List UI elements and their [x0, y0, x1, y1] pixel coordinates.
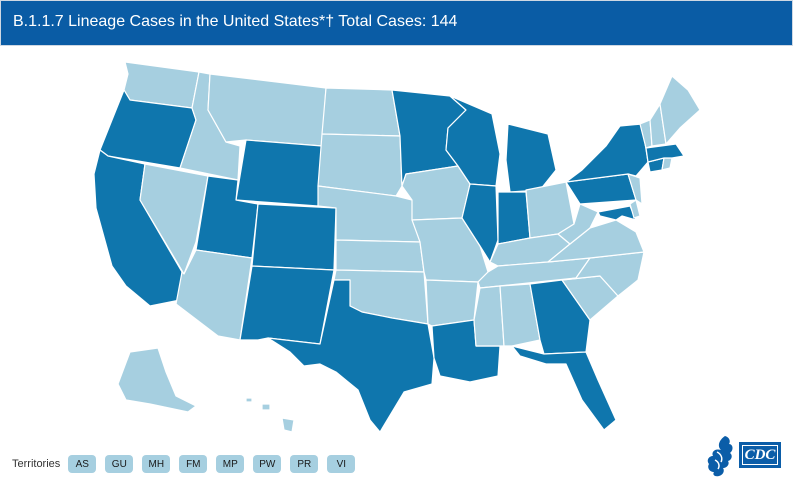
state-mi[interactable] — [505, 123, 557, 193]
territory-button-pw[interactable]: PW — [253, 455, 282, 473]
state-nd[interactable] — [321, 87, 401, 137]
map-header: B.1.1.7 Lineage Cases in the United Stat… — [0, 0, 793, 46]
state-ny[interactable] — [565, 123, 649, 183]
state-md[interactable] — [597, 205, 637, 221]
state-me[interactable] — [659, 75, 701, 145]
state-co[interactable] — [251, 203, 337, 271]
us-map — [93, 61, 701, 433]
state-in[interactable] — [497, 191, 531, 245]
territory-button-gu[interactable]: GU — [105, 455, 134, 473]
territory-button-mp[interactable]: MP — [216, 455, 245, 473]
state-az[interactable] — [175, 249, 253, 341]
territories-bar: Territories AS GU MH FM MP PW PR VI — [12, 454, 364, 474]
state-wi[interactable] — [445, 95, 501, 187]
cdc-logo: CDC — [703, 434, 783, 478]
state-ks[interactable] — [335, 239, 425, 273]
map-title: B.1.1.7 Lineage Cases in the United Stat… — [13, 13, 458, 30]
territory-button-as[interactable]: AS — [68, 455, 97, 473]
territory-button-fm[interactable]: FM — [179, 455, 208, 473]
territory-button-pr[interactable]: PR — [290, 455, 319, 473]
cdc-text: CDC — [744, 447, 776, 463]
state-mt[interactable] — [207, 73, 327, 147]
state-ma[interactable] — [645, 143, 685, 163]
state-tx[interactable] — [267, 279, 435, 433]
state-wy[interactable] — [235, 139, 323, 207]
state-sd[interactable] — [317, 133, 403, 197]
state-ia[interactable] — [401, 165, 471, 221]
territories-label: Territories — [12, 458, 61, 470]
state-ri[interactable] — [661, 157, 673, 171]
state-ar[interactable] — [425, 279, 479, 327]
state-nj[interactable] — [627, 173, 643, 205]
state-hi[interactable] — [245, 397, 295, 433]
state-de[interactable] — [629, 199, 641, 219]
territory-button-mh[interactable]: MH — [142, 455, 171, 473]
state-nv[interactable] — [139, 163, 209, 275]
state-fl[interactable] — [511, 345, 617, 431]
state-ak[interactable] — [117, 347, 197, 413]
state-ms[interactable] — [473, 285, 505, 347]
state-nm[interactable] — [239, 265, 335, 345]
state-al[interactable] — [499, 283, 541, 347]
hhs-eagle-icon — [707, 436, 733, 477]
territory-button-vi[interactable]: VI — [327, 455, 356, 473]
cdc-wordmark: CDC — [739, 442, 781, 468]
state-ca[interactable] — [93, 149, 183, 307]
